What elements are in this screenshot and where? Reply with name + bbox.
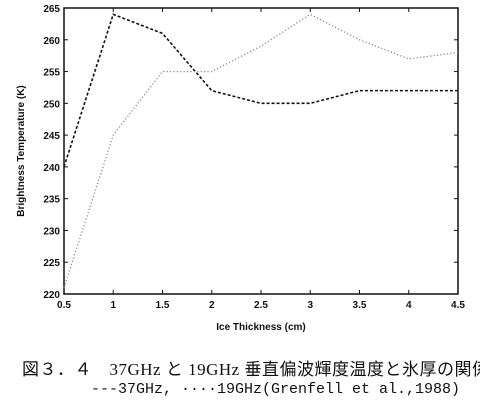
x-tick-label: 2.5 [254,300,268,311]
x-tick-label: 3 [307,300,313,311]
y-tick-label: 220 [43,290,60,301]
x-tick-label: 4.5 [451,300,465,311]
y-axis-ticks: 220 225 230 235 240 245 250 255 260 265 [43,4,458,301]
y-tick-label: 250 [43,99,60,110]
y-tick-label: 230 [43,226,60,237]
y-tick-label: 225 [43,258,60,269]
series-37ghz-line [63,13,458,168]
y-tick-label: 265 [43,4,60,15]
x-axis-label: Ice Thickness (cm) [216,322,305,333]
x-tick-label: 1 [110,300,116,311]
series-19ghz-line [63,13,459,288]
y-axis-label: Brightness Temperature (K) [16,85,27,217]
y-tick-label: 255 [43,68,60,79]
figure-caption-legend: ---37GHz, ····19GHz(Grenfell et al.,1988… [91,381,461,398]
y-tick-label: 240 [43,163,60,174]
series-layer [63,13,459,288]
x-axis-ticks: 0.5 1 1.5 2 2.5 3 3.5 4 4.5 [57,8,465,311]
x-tick-label: 3.5 [353,300,367,311]
x-tick-label: 4 [406,300,412,311]
x-tick-label: 1.5 [156,300,170,311]
y-tick-label: 235 [43,195,60,206]
plot-area [63,7,459,295]
x-tick-label: 2 [209,300,215,311]
y-tick-label: 245 [43,131,60,142]
y-tick-label: 260 [43,36,60,47]
x-tick-label: 0.5 [57,300,71,311]
figure-caption: 図３．４ 37GHz と 19GHz 垂直偏波輝度温度と氷厚の関係 [22,360,480,379]
